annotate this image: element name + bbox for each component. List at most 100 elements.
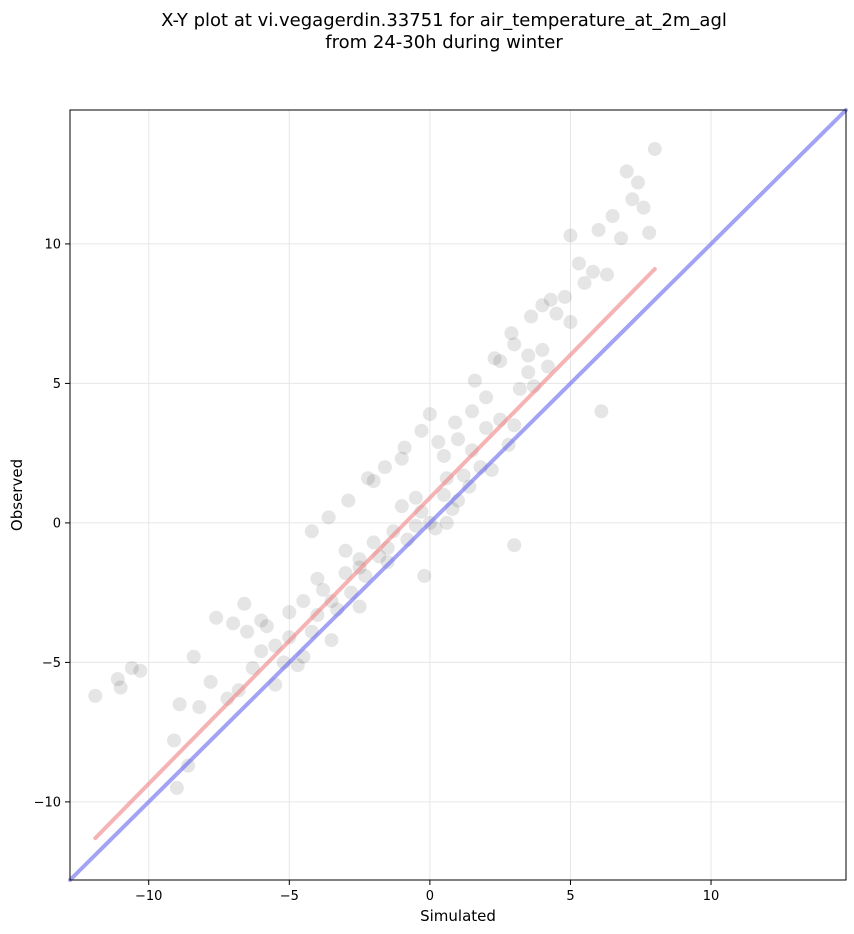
scatter-point [585, 264, 600, 279]
scatter-point [448, 415, 463, 430]
scatter-point [507, 337, 522, 352]
scatter-points [88, 142, 662, 795]
axis-ticks: −10 −5 0 5 10 −10 −5 0 5 10 [34, 237, 720, 904]
scatter-point [172, 697, 187, 712]
scatter-point [507, 418, 522, 433]
scatter-point [521, 365, 536, 380]
scatter-point [436, 448, 451, 463]
scatter-point [358, 568, 373, 583]
scatter-point [507, 538, 522, 553]
scatter-point [422, 407, 437, 422]
x-tick-label: 0 [426, 889, 434, 904]
scatter-point [324, 633, 339, 648]
scatter-point [259, 619, 274, 634]
scatter-point [310, 571, 325, 586]
scatter-point [408, 490, 423, 505]
scatter-point [386, 524, 401, 539]
scatter-point [557, 289, 572, 304]
y-tick-label: −5 [42, 656, 61, 671]
scatter-point [619, 164, 634, 179]
scatter-point [451, 432, 465, 447]
scatter-point [594, 404, 609, 419]
scatter-point [186, 649, 201, 664]
y-tick-label: −10 [34, 795, 61, 810]
scatter-point [338, 566, 353, 581]
scatter-point [436, 488, 451, 502]
scatter-point [341, 493, 356, 508]
scatter-point [504, 326, 519, 341]
scatter-point [282, 605, 297, 620]
scatter-point [237, 596, 252, 611]
grid [70, 110, 846, 880]
y-tick-label: 0 [53, 516, 61, 531]
scatter-point [366, 535, 381, 550]
scatter-point [524, 309, 539, 324]
scatter-point [226, 616, 241, 631]
scatter-point [600, 267, 615, 282]
scatter-point [394, 451, 409, 466]
scatter-point [414, 423, 429, 438]
y-tick-label: 5 [53, 377, 61, 392]
scatter-point [521, 348, 536, 363]
scatter-point [338, 543, 353, 558]
scatter-point [397, 440, 412, 455]
scatter-point [209, 610, 224, 625]
scatter-point [465, 404, 480, 419]
scatter-point [647, 142, 662, 157]
scatter-point [352, 599, 367, 614]
scatter-point [203, 674, 218, 689]
scatter-point [316, 582, 331, 597]
fit-lines [68, 108, 848, 882]
scatter-point [563, 315, 578, 330]
scatter-point [535, 342, 550, 357]
x-axis-label: Simulated [420, 907, 496, 925]
scatter-point [304, 524, 319, 539]
chart-title: X-Y plot at vi.vegagerdin.33751 for air_… [161, 10, 727, 31]
scatter-point [192, 700, 207, 715]
scatter-point [88, 688, 103, 703]
x-tick-label: 10 [703, 889, 720, 904]
scatter-point [366, 474, 381, 489]
scatter-point [321, 510, 336, 525]
scatter-point [169, 780, 184, 795]
scatter-point [290, 658, 305, 673]
scatter-point [614, 231, 629, 246]
scatter-point [487, 351, 502, 366]
scatter-point [431, 434, 446, 449]
scatter-point [605, 209, 620, 224]
scatter-point [563, 228, 578, 243]
x-tick-label: −5 [280, 889, 299, 904]
scatter-point [577, 275, 592, 290]
scatter-point [408, 518, 423, 533]
scatter-point [245, 660, 260, 675]
scatter-point [625, 192, 640, 207]
scatter-point [479, 421, 494, 436]
scatter-point [167, 733, 182, 748]
y-tick-label: 10 [44, 237, 61, 252]
scatter-point [493, 354, 508, 369]
x-tick-label: −10 [135, 889, 162, 904]
scatter-point [591, 222, 606, 237]
scatter-point [240, 624, 255, 639]
scatter-point [543, 292, 558, 307]
scatter-point [133, 663, 148, 678]
scatter-point [352, 552, 367, 567]
identity-line [68, 108, 848, 882]
scatter-point [296, 594, 311, 609]
scatter-point [467, 373, 482, 388]
scatter-point [549, 306, 564, 321]
scatter-point [636, 200, 651, 215]
scatter-point [282, 630, 297, 645]
scatter-point [630, 175, 645, 190]
scatter-point [571, 256, 586, 271]
scatter-point [439, 515, 454, 530]
scatter-point [417, 568, 432, 583]
scatter-point [394, 499, 409, 514]
scatter-point [512, 381, 527, 396]
scatter-point [254, 613, 269, 628]
scatter-point [361, 471, 376, 486]
x-tick-label: 5 [566, 889, 574, 904]
scatter-point [540, 359, 555, 374]
scatter-point [479, 390, 494, 405]
